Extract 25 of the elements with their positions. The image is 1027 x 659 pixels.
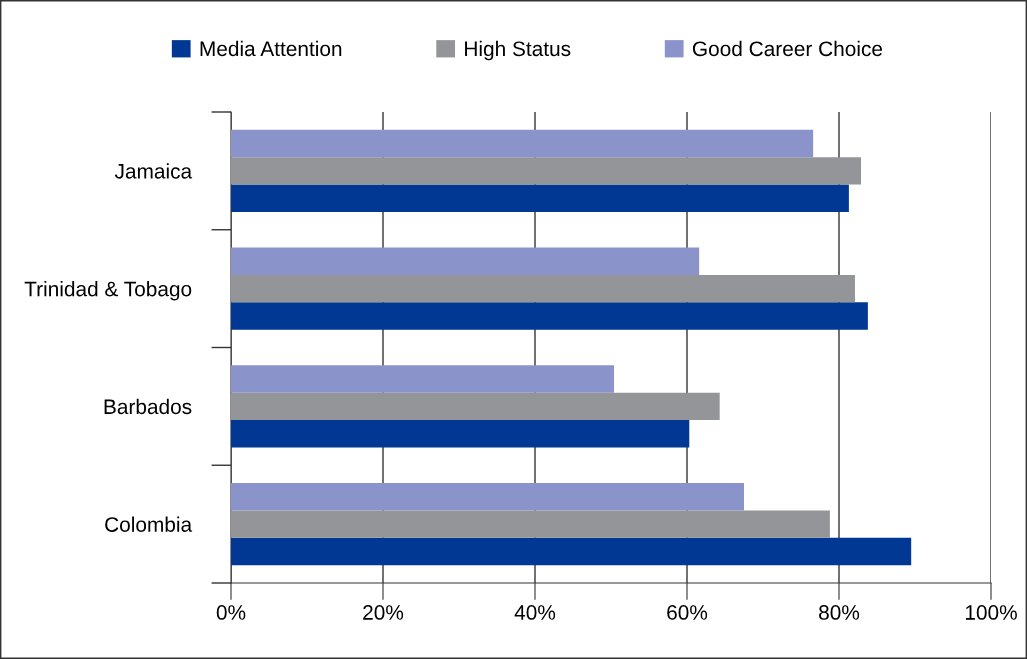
y-tick-label: Barbados — [104, 398, 192, 415]
bar — [231, 510, 830, 538]
bar — [231, 482, 744, 511]
bar — [231, 392, 720, 421]
bar — [231, 365, 615, 393]
legend-label: High Status — [465, 40, 571, 61]
x-tick-label: 100% — [965, 605, 1017, 620]
x-tick-label: 40% — [514, 605, 556, 620]
y-tick-label: Jamaica — [114, 163, 193, 179]
x-tick-label: 20% — [363, 605, 404, 620]
y-tick-label: Trinidad & Tobago — [24, 281, 192, 301]
bar — [231, 420, 690, 448]
bar — [231, 274, 855, 303]
x-tick-label: 0% — [216, 605, 246, 620]
bar — [231, 157, 862, 185]
legend-label: Media Attention — [200, 40, 342, 57]
x-tick-label: 60% — [667, 605, 708, 620]
legend-label: Good Career Choice — [692, 40, 883, 57]
bar — [231, 537, 912, 566]
bar — [231, 129, 814, 158]
y-tick-label: Colombia — [105, 516, 193, 532]
x-tick-label: 80% — [819, 605, 860, 620]
bar — [231, 247, 700, 275]
bar — [231, 302, 868, 330]
bar — [231, 184, 849, 213]
